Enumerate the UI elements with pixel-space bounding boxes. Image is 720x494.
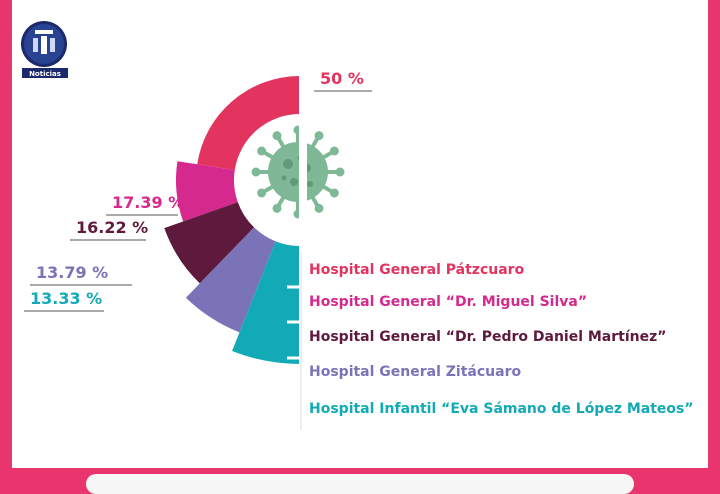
legend-hospital-general-patzcuaro: Hospital General Pátzcuaro	[309, 262, 525, 278]
infographic-card	[12, 0, 708, 468]
slice-hospital-general-patzcuaro	[197, 76, 300, 170]
data-label-hospital-general-dr-miguel-silva: 17.39 %	[112, 193, 184, 212]
slice-hospital-infantil-eva-samano-de-lopez-mateos	[232, 241, 300, 364]
logo: Noticias	[21, 21, 68, 78]
slice-hospital-general-zitacuaro	[185, 227, 276, 333]
data-label-hospital-general-zitacuaro: 13.79 %	[36, 263, 108, 282]
half-donut-chart: Noticias 50 % 17.39 % 16.22 % 13.79 % 13.33 …	[21, 21, 694, 430]
legend-hospital-general-zitacuaro: Hospital General Zitácuaro	[309, 364, 521, 380]
legend-hospital-infantil-eva-samano-de-lopez-mateos: Hospital Infantil “Eva Sámano de López M…	[309, 401, 694, 417]
slice-hospital-general-dr-pedro-daniel-martinez	[164, 202, 255, 284]
logo-text: Noticias	[29, 70, 61, 78]
data-label-hospital-general-patzcuaro: 50 %	[320, 69, 364, 88]
slice-hospital-general-dr-miguel-silva	[176, 161, 238, 222]
legend-hospital-general-dr-pedro-daniel-martinez: Hospital General “Dr. Pedro Daniel Martí…	[309, 329, 666, 345]
data-label-hospital-infantil-eva-samano-de-lopez-mateos: 13.33 %	[30, 289, 102, 308]
data-label-hospital-general-dr-pedro-daniel-martinez: 16.22 %	[76, 218, 148, 237]
legend-hospital-general-dr-miguel-silva: Hospital General “Dr. Miguel Silva”	[309, 294, 587, 310]
virus-icon	[251, 125, 345, 219]
